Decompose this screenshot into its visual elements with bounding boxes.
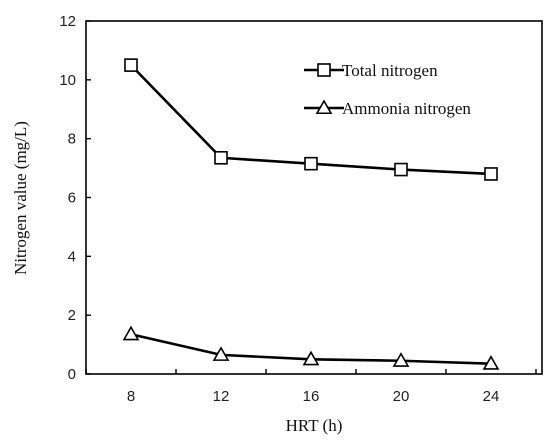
y-axis: 0 2 4 6 8 10 12 [59, 13, 91, 383]
y-axis-title: Nitrogen value (mg/L) [11, 121, 30, 275]
x-tick-label: 20 [393, 388, 410, 405]
ammonia-nitrogen-point [392, 352, 410, 367]
y-tick-label: 8 [68, 131, 76, 148]
legend-total-nitrogen-label: Total nitrogen [342, 61, 438, 80]
legend: Total nitrogen Ammonia nitrogen [304, 61, 471, 118]
ammonia-nitrogen-point [302, 350, 320, 366]
x-tick-label: 8 [127, 388, 135, 405]
y-tick-label: 12 [59, 13, 76, 30]
y-tick-label: 0 [68, 366, 76, 383]
x-tick-label: 24 [483, 388, 500, 405]
y-tick-label: 10 [59, 72, 76, 89]
x-tick-label: 16 [303, 388, 320, 405]
legend-total-nitrogen-marker [317, 63, 331, 77]
y-tick-label: 4 [68, 248, 76, 265]
total-nitrogen-point [394, 162, 408, 177]
total-nitrogen-point [304, 156, 318, 171]
ammonia-nitrogen-point [482, 355, 500, 370]
y-tick-label: 6 [68, 190, 76, 207]
ammonia-nitrogen-point [212, 346, 230, 361]
ammonia-nitrogen-point [122, 325, 140, 341]
y-tick-label: 2 [68, 307, 76, 324]
plot-area-frame [85, 20, 543, 375]
series-layer [122, 58, 500, 370]
legend-ammonia-nitrogen-label: Ammonia nitrogen [342, 99, 471, 118]
x-axis: 8 12 16 20 24 [85, 369, 537, 405]
total-nitrogen-point [124, 58, 138, 72]
total-nitrogen-point [484, 167, 498, 181]
x-axis-title: HRT (h) [286, 416, 343, 435]
total-nitrogen-point [214, 150, 228, 165]
x-tick-label: 12 [213, 388, 230, 405]
legend-ammonia-nitrogen-marker [315, 99, 333, 115]
